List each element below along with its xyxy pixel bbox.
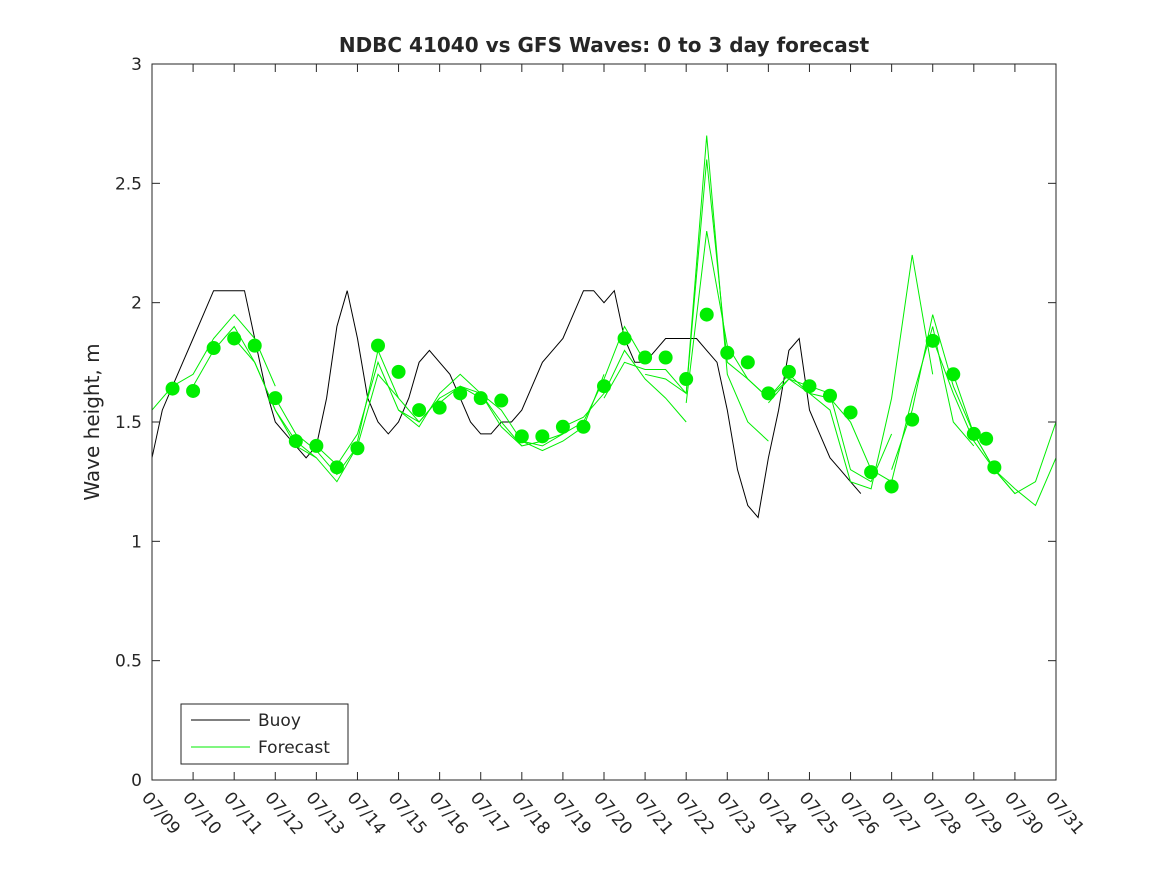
forecast-run-line — [398, 373, 523, 447]
forecast-point — [843, 405, 858, 420]
forecast-point — [761, 386, 776, 401]
buoy-series — [151, 289, 862, 519]
buoy-line — [151, 289, 862, 519]
forecast-point — [884, 479, 899, 494]
y-axis-label: Wave height, m — [80, 343, 104, 500]
forecast-point — [288, 434, 303, 449]
forecast-point — [453, 386, 468, 401]
forecast-point — [514, 429, 529, 444]
forecast-point — [186, 383, 201, 398]
forecast-point — [946, 367, 961, 382]
y-tick-label: 0 — [131, 771, 142, 791]
forecast-point — [268, 391, 283, 406]
legend-box — [180, 703, 349, 765]
legend: Buoy Forecast — [180, 703, 349, 765]
forecast-point — [329, 460, 344, 475]
forecast-point — [555, 419, 570, 434]
forecast-point — [979, 431, 994, 446]
forecast-point — [720, 345, 735, 360]
legend-buoy-label: Buoy — [258, 711, 301, 731]
forecast-point — [638, 350, 653, 365]
y-tick-label: 2 — [131, 294, 142, 314]
y-tick-label: 1 — [131, 532, 142, 552]
forecast-run-line — [562, 349, 687, 428]
y-tick-label: 2.5 — [115, 174, 142, 194]
forecast-point — [987, 460, 1002, 475]
forecast-point — [494, 393, 509, 408]
y-tick-label: 0.5 — [115, 652, 142, 672]
forecast-point — [227, 331, 242, 346]
forecast-point — [309, 438, 324, 453]
forecast-point — [925, 333, 940, 348]
forecast-run-line — [952, 374, 1057, 507]
forecast-point — [966, 426, 981, 441]
forecast-point — [864, 465, 879, 480]
forecast-point — [699, 307, 714, 322]
forecast-run-line — [603, 159, 728, 399]
forecast-point — [432, 400, 447, 415]
forecast-point — [781, 364, 796, 379]
forecast-markers — [165, 307, 1002, 494]
forecast-point — [247, 338, 262, 353]
forecast-run-line — [809, 254, 934, 490]
forecast-point — [905, 412, 920, 427]
y-axis-ticks: 0 0.5 1 1.5 2 2.5 3 — [115, 55, 1056, 791]
forecast-point — [473, 391, 488, 406]
y-tick-label: 1.5 — [115, 413, 142, 433]
legend-forecast-label: Forecast — [258, 738, 330, 758]
y-tick-label: 3 — [131, 55, 142, 75]
forecast-point — [350, 441, 365, 456]
forecast-point — [535, 429, 550, 444]
forecast-point — [740, 355, 755, 370]
plot-area — [151, 135, 1057, 519]
forecast-point — [206, 341, 221, 356]
forecast-point — [597, 379, 611, 394]
forecast-point — [617, 331, 632, 346]
forecast-point — [576, 419, 591, 434]
forecast-point — [823, 388, 837, 403]
forecast-point — [391, 364, 406, 379]
forecast-point — [679, 372, 694, 387]
forecast-point — [412, 403, 427, 418]
forecast-run-line — [644, 135, 769, 442]
forecast-point — [371, 338, 385, 353]
forecast-point — [658, 350, 673, 365]
forecast-point — [165, 381, 180, 396]
chart-title: NDBC 41040 vs GFS Waves: 0 to 3 day fore… — [339, 33, 870, 57]
forecast-point — [802, 379, 817, 394]
forecast-run-line — [274, 373, 399, 476]
